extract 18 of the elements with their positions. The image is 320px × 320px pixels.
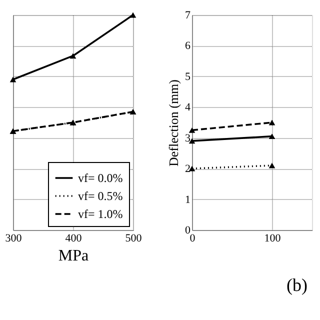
text: (b) — [286, 275, 308, 295]
x-tick-label: 400 — [65, 232, 82, 244]
y-tick-label: 6 — [185, 40, 191, 52]
y-tick-label: 5 — [185, 70, 191, 83]
x-tick-label: 100 — [264, 232, 282, 244]
y-tick-label: 0 — [185, 224, 191, 236]
legend-label: vf= 0.5% — [78, 189, 123, 203]
y-tick-label: 3 — [185, 132, 191, 144]
y-tick-label: 2 — [185, 163, 190, 176]
y-axis-title: Deflection (mm) — [166, 80, 181, 166]
y-tick-label: 4 — [185, 102, 191, 114]
y-tick-label: 1 — [185, 194, 190, 206]
legend-label: vf= 1.0% — [78, 207, 123, 221]
y-tick-label: 7 — [185, 10, 191, 22]
x-tick-label: 500 — [125, 232, 142, 244]
x-axis-title: MPa — [58, 248, 89, 264]
legend-label: vf= 0.0% — [78, 171, 123, 185]
x-tick-label: 300 — [5, 232, 22, 244]
